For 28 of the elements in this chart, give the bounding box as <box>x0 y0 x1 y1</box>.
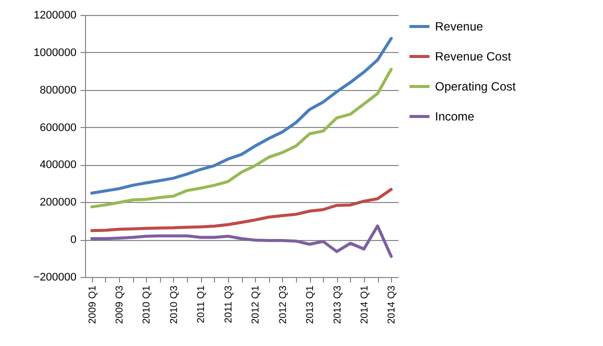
x-tick-label: 2010 Q3 <box>168 285 180 324</box>
x-tick-label: 2012 Q3 <box>278 285 289 324</box>
y-tick-label: 800000 <box>40 84 76 96</box>
y-tick-label: −200000 <box>33 272 76 284</box>
line-series <box>90 36 393 195</box>
x-tick-label: 2009 Q3 <box>114 285 126 324</box>
y-tick-label: 1200000 <box>34 10 76 22</box>
x-tick-label: 2013 Q1 <box>305 285 316 324</box>
x-tick-label: 2011 Q1 <box>196 285 208 324</box>
y-tick-label: 0 <box>70 234 76 246</box>
line-series <box>90 188 393 232</box>
y-tick-label: 400000 <box>40 159 76 172</box>
legend-label: Revenue Cost <box>435 50 512 64</box>
line-series <box>90 68 393 208</box>
y-tick-label: 1000000 <box>34 46 76 59</box>
x-tick-label: 2012 Q1 <box>250 285 262 324</box>
x-tick-label: 2014 Q3 <box>386 285 398 324</box>
y-tick-label: 200000 <box>40 196 76 209</box>
x-tick-label: 2010 Q1 <box>142 285 153 324</box>
legend-label: Revenue <box>435 20 484 34</box>
x-tick-label: 2013 Q3 <box>332 285 344 324</box>
x-tick-label: 2011 Q3 <box>223 285 234 324</box>
x-tick-label: 2014 Q1 <box>359 285 370 324</box>
line-series <box>90 224 393 258</box>
y-tick-label: 600000 <box>40 122 76 134</box>
legend-label: Operating Cost <box>435 80 516 94</box>
x-tick-label: 2009 Q1 <box>87 285 98 324</box>
legend-label: Income <box>435 110 475 124</box>
